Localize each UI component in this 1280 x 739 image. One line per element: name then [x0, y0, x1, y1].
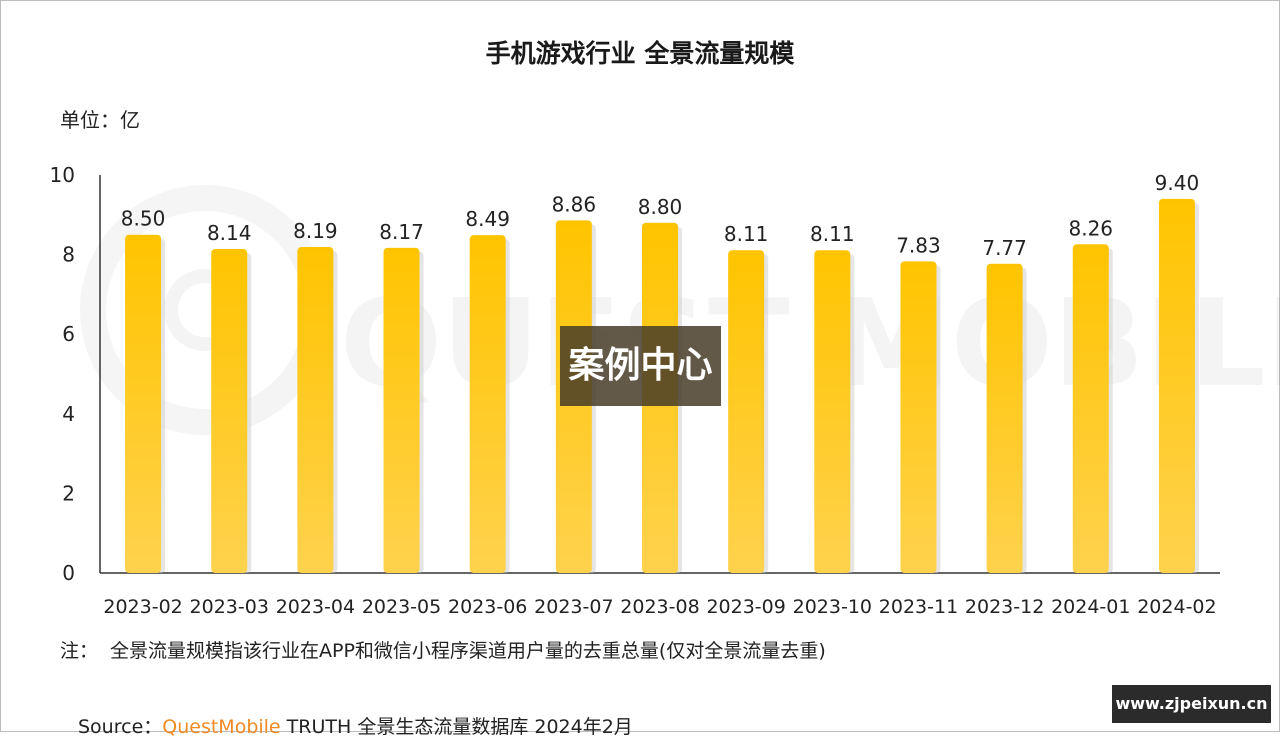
bar [814, 250, 851, 574]
data-label: 7.77 [982, 236, 1027, 260]
watermark-overlay: 案例中心 [560, 326, 721, 406]
x-tick-label: 2023-05 [362, 596, 441, 618]
data-label: 8.17 [379, 220, 424, 244]
bar [1158, 198, 1195, 573]
data-label: 8.11 [724, 222, 769, 246]
source-line: Source：QuestMobile TRUTH 全景生态流量数据库 2024年… [78, 712, 633, 739]
bar [469, 235, 506, 573]
x-tick-label: 2023-02 [103, 596, 182, 618]
axes: 0 2 4 6 8 10 2023-02 2023-03 2023-04 2023-05 2023-… [50, 163, 1220, 618]
note-label: 注： [60, 640, 99, 662]
x-tick-label: 2023-03 [190, 596, 269, 618]
x-tick-label: 2024-02 [1137, 596, 1216, 618]
source-prefix: Source： [78, 716, 163, 738]
x-tick-label: 2023-04 [276, 596, 355, 618]
y-tick-label: 0 [62, 561, 75, 585]
bar [900, 261, 937, 573]
data-label: 7.83 [896, 233, 941, 257]
x-tick-label: 2024-01 [1051, 596, 1130, 618]
data-label: 9.40 [1155, 171, 1200, 195]
data-label: 8.11 [810, 222, 855, 246]
x-tick-label: 2023-11 [879, 596, 958, 618]
bar [986, 263, 1023, 573]
y-tick-label: 10 [50, 163, 75, 187]
x-tick-label: 2023-07 [534, 596, 613, 618]
data-label: 8.19 [293, 219, 338, 243]
source-suffix: TRUTH 全景生态流量数据库 2024年2月 [280, 716, 633, 738]
data-label: 8.80 [638, 195, 683, 219]
data-label: 8.86 [552, 192, 597, 216]
bar [1072, 244, 1109, 573]
x-tick-label: 2023-10 [793, 596, 872, 618]
unit-label: 单位：亿 [60, 108, 140, 132]
data-label: 8.49 [465, 207, 510, 231]
chart-title: 手机游戏行业 全景流量规模 [485, 39, 795, 68]
data-label: 8.14 [207, 221, 252, 245]
bar [383, 247, 420, 574]
data-label: 8.26 [1069, 216, 1114, 240]
data-label: 8.50 [121, 207, 166, 231]
x-tick-label: 2023-06 [448, 596, 527, 618]
y-tick-label: 2 [62, 481, 75, 505]
site-badge[interactable]: www.zjpeixun.cn [1112, 685, 1271, 723]
y-tick-label: 4 [62, 402, 75, 426]
y-tick-label: 8 [62, 243, 75, 267]
x-tick-label: 2023-12 [965, 596, 1044, 618]
bar [125, 234, 162, 573]
bar [297, 247, 334, 573]
bar [728, 250, 765, 574]
bars: 8.50 8.14 8.19 8.17 8.49 8.86 8.80 8.11 8.11 7.83… [121, 171, 1200, 574]
y-tick-label: 6 [62, 322, 75, 346]
bar [211, 249, 248, 573]
note-text: 全景流量规模指该行业在APP和微信小程序渠道用户量的去重总量(仅对全景流量去重) [110, 640, 826, 662]
x-tick-label: 2023-08 [620, 596, 699, 618]
x-tick-label: 2023-09 [706, 596, 785, 618]
source-brand: QuestMobile [162, 716, 281, 738]
